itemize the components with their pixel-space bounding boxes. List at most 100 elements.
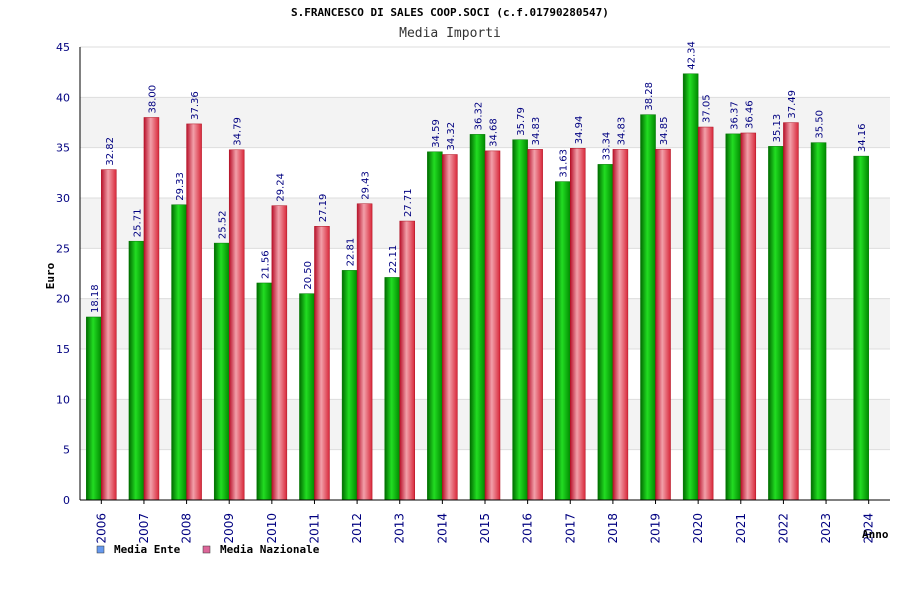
bar-media-ente <box>341 270 358 501</box>
legend-label-media-nazionale: Media Nazionale <box>220 543 320 556</box>
bar-media-nazionale <box>101 169 117 501</box>
bar-media-nazionale <box>570 148 586 501</box>
chart-subtitle: Media Importi <box>399 26 501 41</box>
bar-media-nazionale <box>143 117 160 501</box>
legend-swatch-media-nazionale <box>202 545 211 554</box>
bar-value-label: 29.24 <box>275 173 286 202</box>
bar-media-nazionale <box>612 149 629 501</box>
bar-value-label: 35.50 <box>815 110 826 139</box>
bar-value-label: 37.05 <box>702 94 713 123</box>
bar-value-label: 34.59 <box>431 119 442 148</box>
bar-value-label: 25.71 <box>132 209 143 238</box>
bar-value-label: 34.16 <box>857 123 868 152</box>
bar-value-label: 36.37 <box>729 101 740 130</box>
x-tick-label: 2014 <box>435 513 449 544</box>
bar-value-label: 38.00 <box>147 85 158 114</box>
x-tick-label: 2020 <box>691 513 705 544</box>
y-tick-label: 0 <box>63 494 70 507</box>
x-axis-ticks: 2006 2007 2008 2009 2010 2011 2012 2013 2014 2015… <box>94 500 876 544</box>
bar-media-nazionale <box>740 132 757 501</box>
bar-media-ente <box>810 142 827 501</box>
x-tick-label: 2022 <box>776 513 790 544</box>
bar-value-label: 32.82 <box>105 137 116 166</box>
bar-media-ente <box>299 293 315 501</box>
x-tick-label: 2013 <box>393 513 407 544</box>
x-tick-label: 2018 <box>606 513 620 544</box>
bar-value-label: 33.34 <box>601 132 612 161</box>
bar-media-nazionale <box>399 220 415 501</box>
bar-value-label: 21.56 <box>260 250 271 279</box>
x-tick-label: 2006 <box>94 513 108 544</box>
legend-swatch-media-ente <box>96 545 105 554</box>
bar-value-label: 29.43 <box>361 171 372 200</box>
x-tick-label: 2021 <box>734 513 748 544</box>
y-tick-label: 40 <box>56 91 70 104</box>
bar-value-label: 37.36 <box>190 91 201 120</box>
y-tick-label: 15 <box>56 343 70 356</box>
bar-media-ente <box>597 164 614 501</box>
bar-value-label: 22.81 <box>346 238 357 267</box>
bar-value-label: 38.28 <box>644 82 655 111</box>
bar-media-ente <box>682 73 699 501</box>
y-tick-label: 30 <box>56 192 70 205</box>
y-tick-label: 25 <box>56 242 70 255</box>
bar-value-label: 35.13 <box>772 114 783 143</box>
x-tick-label: 2009 <box>222 513 236 544</box>
bar-value-label: 42.34 <box>687 41 698 70</box>
x-tick-label: 2016 <box>521 513 535 544</box>
bar-value-label: 34.68 <box>489 118 500 147</box>
bar-media-ente <box>171 204 187 501</box>
bar-media-nazionale <box>314 226 330 501</box>
bar-value-label: 29.33 <box>175 172 186 201</box>
legend: Media Ente Media Nazionale <box>96 543 320 556</box>
bar-media-nazionale <box>527 149 543 501</box>
bar-media-ente <box>469 134 486 501</box>
bar-media-ente <box>128 240 145 501</box>
bar-value-label: 18.18 <box>90 284 101 313</box>
bar-media-ente <box>512 139 528 501</box>
bar-value-label: 27.19 <box>318 194 329 223</box>
bar-value-label: 34.83 <box>531 117 542 146</box>
bar-media-nazionale <box>484 150 501 501</box>
bar-media-ente <box>86 316 102 501</box>
x-axis-label: Anno <box>862 528 889 541</box>
chart-title: S.FRANCESCO DI SALES COOP.SOCI (c.f.0179… <box>291 6 609 19</box>
y-tick-label: 35 <box>56 142 70 155</box>
x-tick-label: 2017 <box>563 513 577 544</box>
bar-media-ente <box>555 181 571 501</box>
bar-value-label: 34.83 <box>616 117 627 146</box>
bar-media-ente <box>640 114 656 501</box>
bar-media-ente <box>256 282 273 501</box>
bar-value-label: 36.46 <box>744 100 755 129</box>
bar-media-nazionale <box>783 122 799 501</box>
x-tick-label: 2008 <box>180 513 194 544</box>
bar-value-label: 35.79 <box>516 107 527 136</box>
y-axis-label: Euro <box>44 262 57 289</box>
x-tick-label: 2024 <box>862 513 876 544</box>
bar-value-label: 36.32 <box>474 102 485 131</box>
x-tick-label: 2023 <box>819 513 833 544</box>
x-tick-label: 2012 <box>350 513 364 544</box>
y-tick-label: 5 <box>63 444 70 457</box>
x-tick-label: 2015 <box>478 513 492 544</box>
bar-value-label: 22.11 <box>388 245 399 274</box>
bar-media-nazionale <box>697 126 714 501</box>
bar-value-label: 34.85 <box>659 117 670 146</box>
bar-value-label: 27.71 <box>403 188 414 217</box>
x-tick-label: 2019 <box>649 513 663 544</box>
bar-media-ente <box>725 133 742 501</box>
x-tick-label: 2007 <box>137 513 151 544</box>
bar-media-ente <box>853 155 869 501</box>
bar-value-label: 25.52 <box>218 210 229 239</box>
x-tick-label: 2010 <box>265 513 279 544</box>
bar-media-ente <box>768 146 784 501</box>
y-axis-ticks: 0 5 10 15 20 25 30 35 40 45 <box>56 41 70 507</box>
bar-value-label: 37.49 <box>787 90 798 119</box>
y-tick-label: 20 <box>56 293 70 306</box>
bar-value-label: 34.94 <box>574 116 585 145</box>
y-tick-label: 10 <box>56 393 70 406</box>
bar-media-ente <box>427 151 443 501</box>
bar-media-nazionale <box>655 148 671 501</box>
bars <box>86 73 869 501</box>
